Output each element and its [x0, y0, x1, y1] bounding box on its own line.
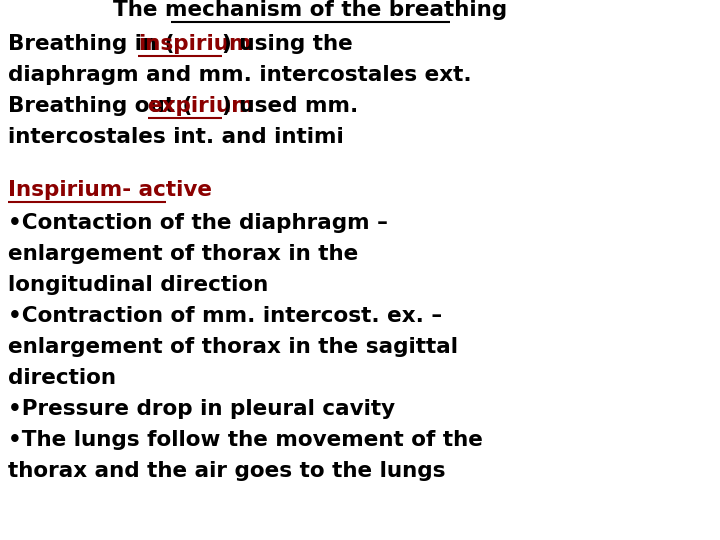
- Text: enlargement of thorax in the: enlargement of thorax in the: [8, 244, 359, 264]
- Text: enlargement of thorax in the sagittal: enlargement of thorax in the sagittal: [8, 337, 458, 357]
- Text: Breathing in (: Breathing in (: [8, 34, 174, 54]
- Text: inspirium: inspirium: [138, 34, 252, 54]
- Text: The mechanism of the breathing: The mechanism of the breathing: [113, 0, 507, 20]
- Text: diaphragm and mm. intercostales ext.: diaphragm and mm. intercostales ext.: [8, 65, 472, 85]
- Text: •The lungs follow the movement of the: •The lungs follow the movement of the: [8, 430, 483, 450]
- Text: direction: direction: [8, 368, 116, 388]
- Text: Breathing out (: Breathing out (: [8, 96, 192, 116]
- Text: •Contaction of the diaphragm –: •Contaction of the diaphragm –: [8, 213, 388, 233]
- Text: •Contraction of mm. intercost. ex. –: •Contraction of mm. intercost. ex. –: [8, 306, 442, 326]
- Text: Inspirium- active: Inspirium- active: [8, 180, 212, 200]
- Text: •Pressure drop in pleural cavity: •Pressure drop in pleural cavity: [8, 399, 395, 419]
- Text: expirium: expirium: [148, 96, 254, 116]
- Text: intercostales int. and intimi: intercostales int. and intimi: [8, 127, 343, 147]
- Text: longitudinal direction: longitudinal direction: [8, 275, 269, 295]
- Text: ) using the: ) using the: [222, 34, 353, 54]
- Text: ) used mm.: ) used mm.: [222, 96, 358, 116]
- Text: thorax and the air goes to the lungs: thorax and the air goes to the lungs: [8, 461, 446, 481]
